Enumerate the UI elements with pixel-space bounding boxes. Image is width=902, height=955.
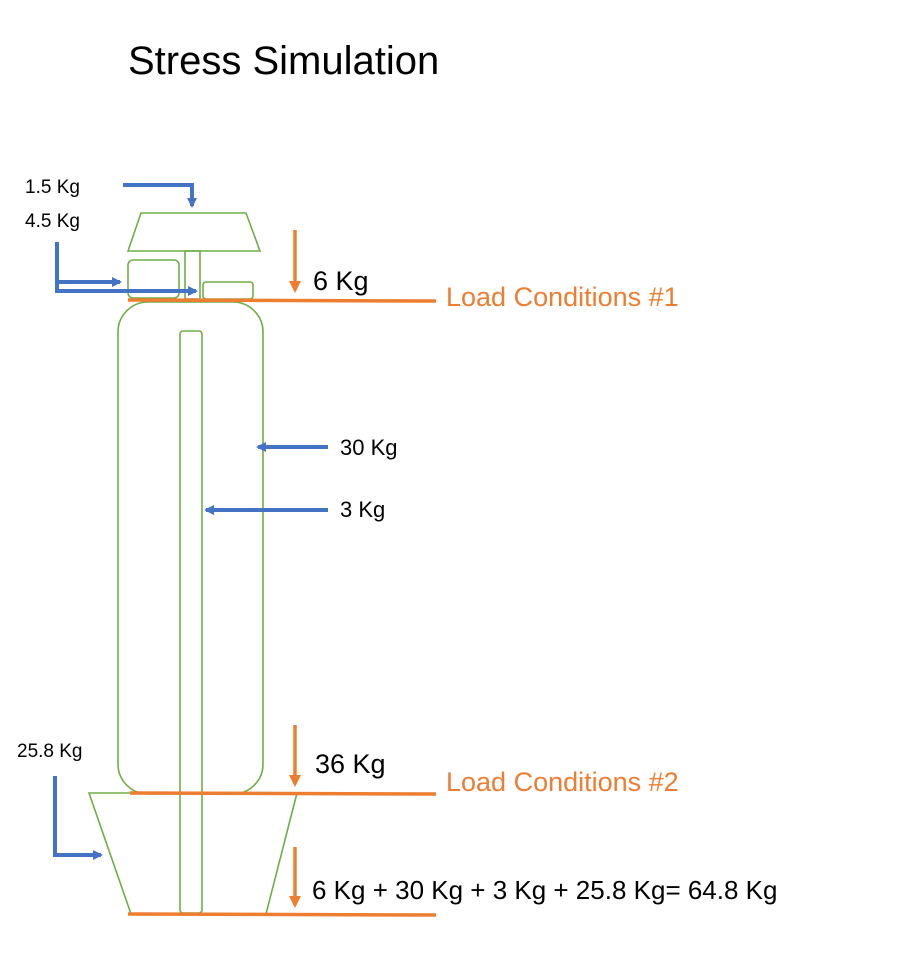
condition-line-2 xyxy=(129,791,437,796)
label-4-5kg: 4.5 Kg xyxy=(25,211,80,232)
label-6kg: 6 Kg xyxy=(313,266,369,296)
page-title: Stress Simulation xyxy=(128,39,439,83)
arrow-4-5kg-lower xyxy=(55,282,198,296)
main-body xyxy=(117,301,264,795)
structure xyxy=(87,212,299,915)
load-conditions-2: Load Conditions #2 xyxy=(446,767,679,797)
top-cap xyxy=(126,212,262,252)
top-right-block xyxy=(202,281,254,300)
label-25-8kg: 25.8 Kg xyxy=(17,741,83,762)
label-36kg: 36 Kg xyxy=(315,749,386,779)
condition-lines xyxy=(127,298,437,917)
base-trapezoid xyxy=(87,792,299,915)
label-3kg: 3 Kg xyxy=(340,497,385,522)
total-formula: 6 Kg + 30 Kg + 3 Kg + 25.8 Kg= 64.8 Kg xyxy=(312,875,777,905)
load-conditions-1: Load Conditions #1 xyxy=(446,282,679,312)
arrow-4-5kg-upper xyxy=(55,242,122,287)
top-left-block xyxy=(127,259,180,299)
blue-arrows xyxy=(53,183,328,860)
arrow-25-8kg xyxy=(53,776,103,860)
arrow-1-5kg xyxy=(123,183,197,208)
label-30kg: 30 Kg xyxy=(340,435,398,460)
condition-line-1 xyxy=(127,298,437,303)
label-1-5kg: 1.5 Kg xyxy=(25,177,80,198)
base-line xyxy=(127,912,437,917)
center-rod xyxy=(179,330,203,914)
